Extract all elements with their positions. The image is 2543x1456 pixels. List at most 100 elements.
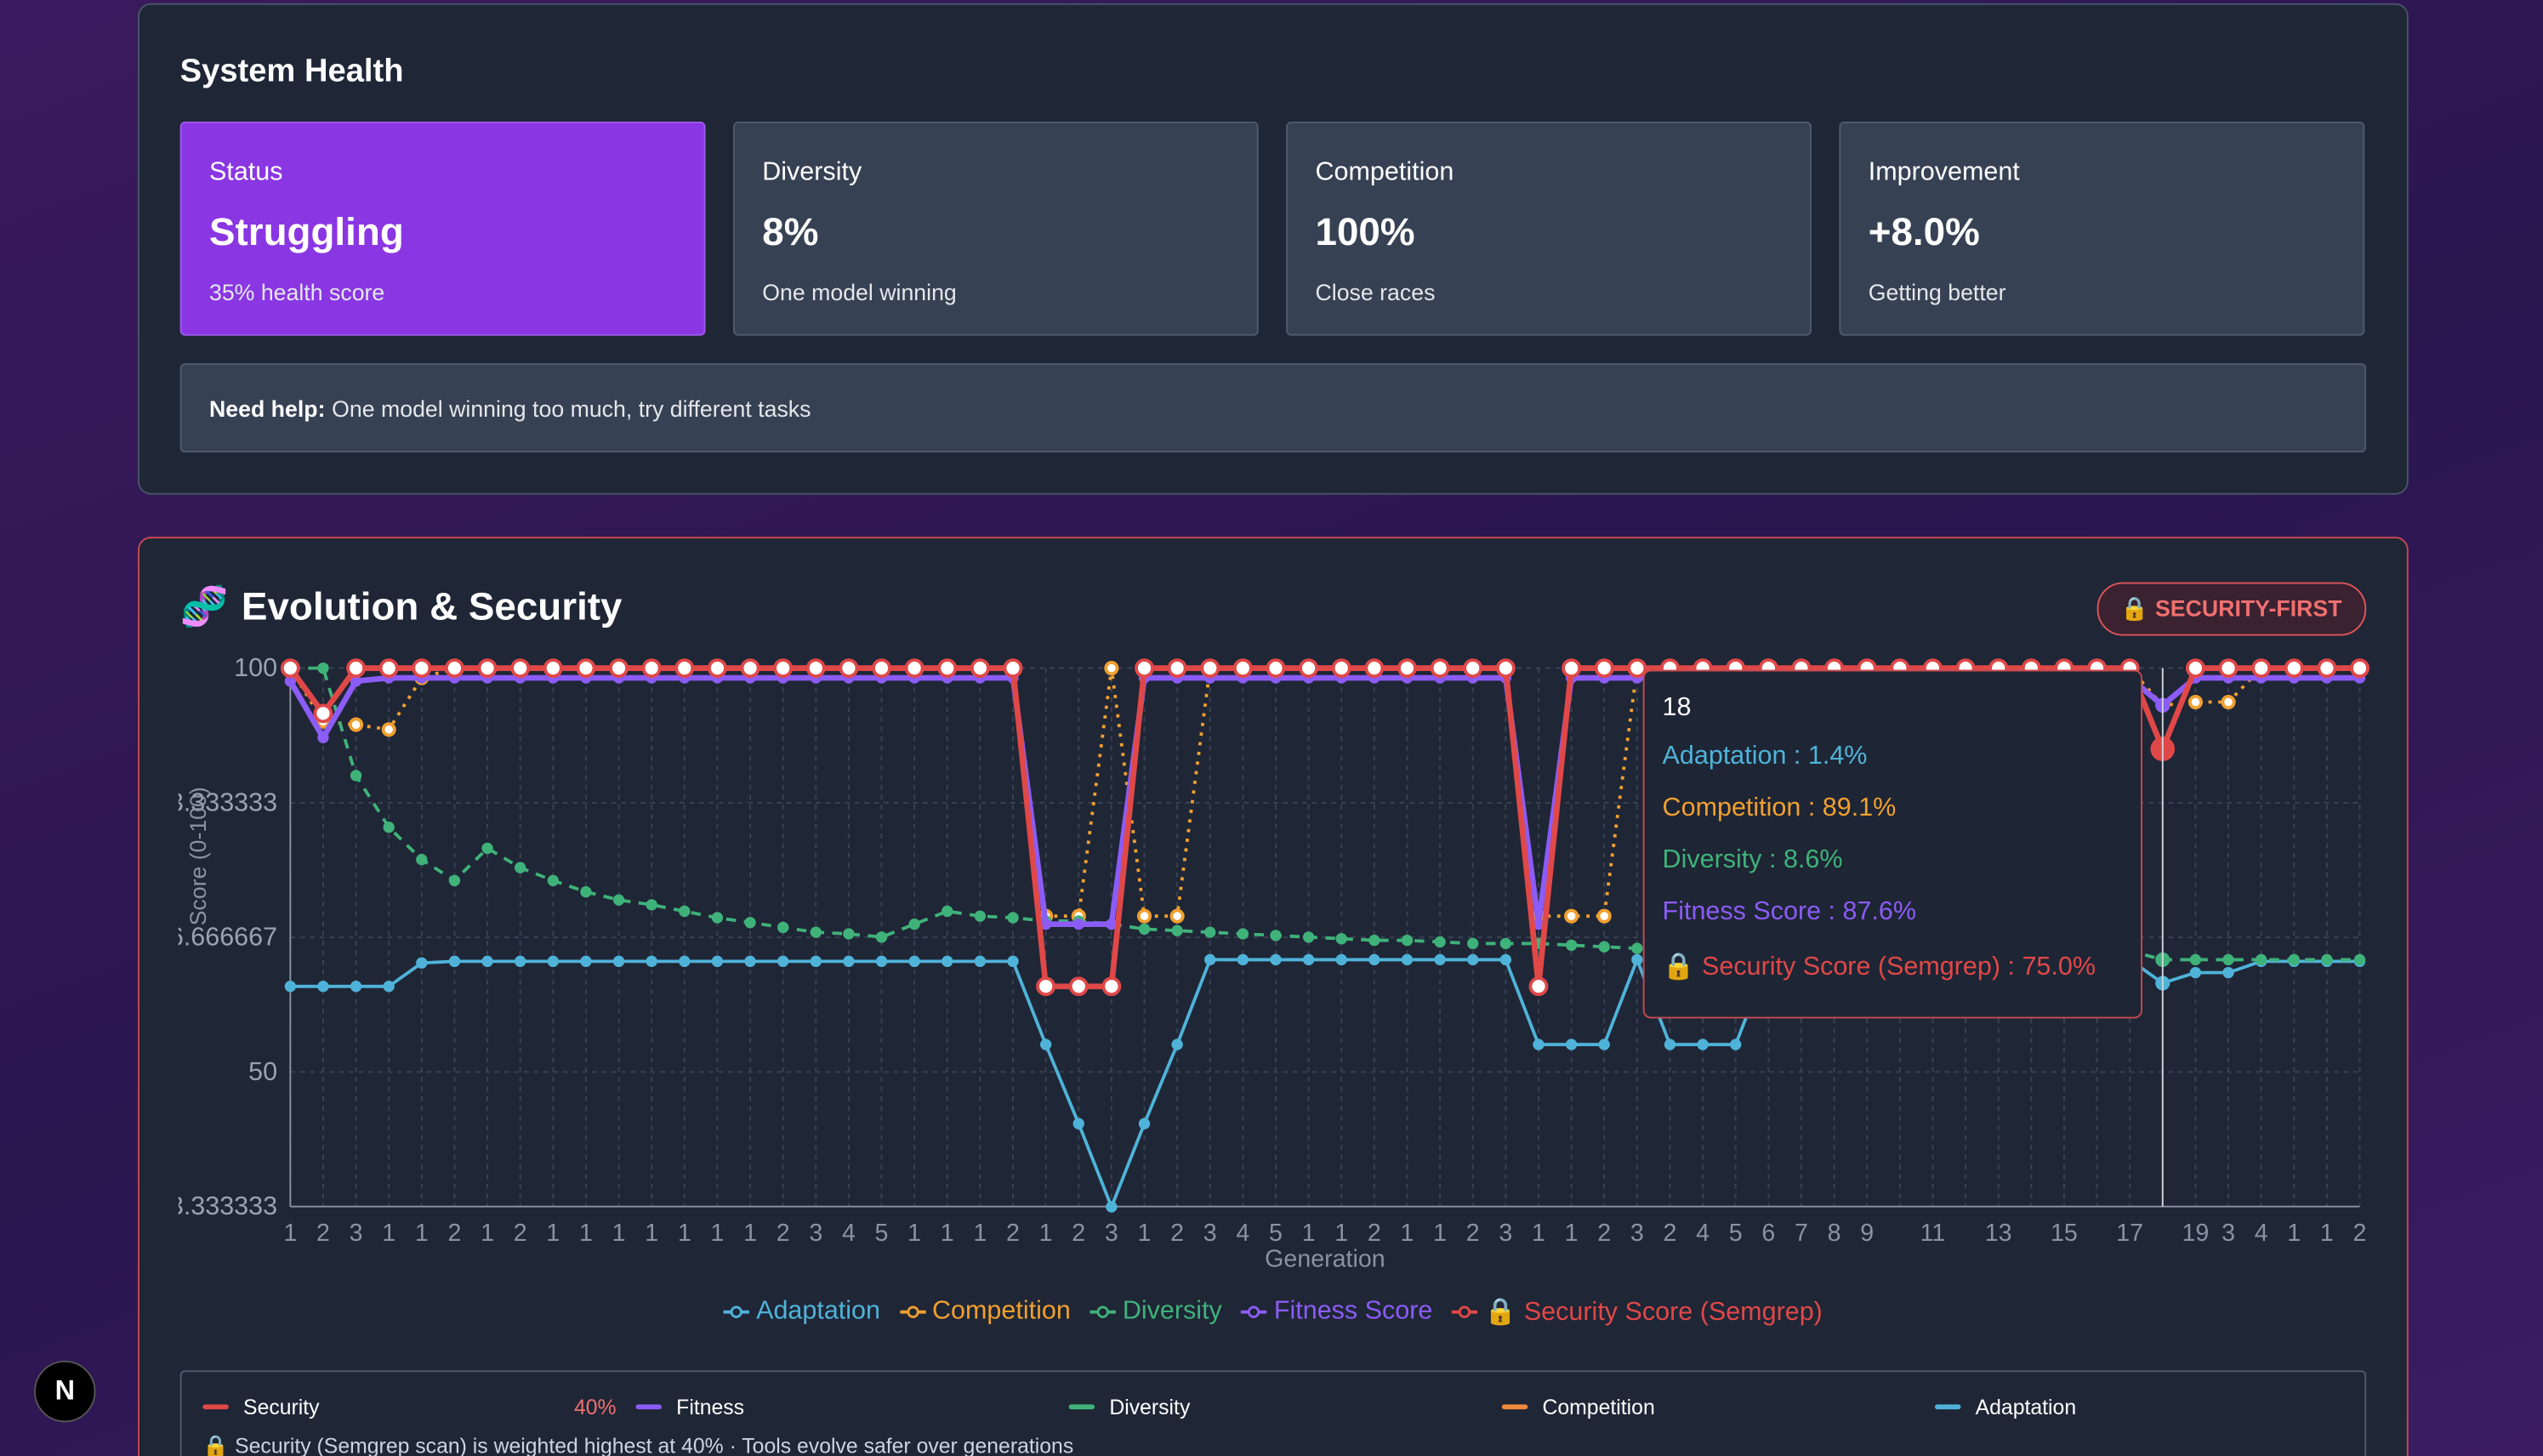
x-tick-label: 11 bbox=[1920, 1220, 1946, 1247]
data-point bbox=[810, 955, 822, 968]
x-tick-label: 1 bbox=[1302, 1220, 1316, 1247]
data-point bbox=[1364, 658, 1385, 679]
x-tick-label: 2 bbox=[1466, 1220, 1480, 1247]
legend-label: Diversity bbox=[1122, 1297, 1222, 1325]
data-point bbox=[1565, 939, 1578, 952]
weight-value: 40% bbox=[573, 1394, 617, 1419]
legend-item[interactable]: Adaptation bbox=[723, 1296, 880, 1328]
data-point bbox=[2222, 966, 2234, 979]
data-point bbox=[280, 658, 300, 679]
x-tick-label: 1 bbox=[579, 1220, 593, 1247]
weight-item: Diversity bbox=[1068, 1395, 1482, 1421]
footnote: 🔒 Security (Semgrep scan) is weighted hi… bbox=[202, 1433, 1074, 1456]
data-point bbox=[843, 928, 855, 940]
data-point bbox=[974, 955, 987, 968]
data-point bbox=[1171, 924, 1183, 936]
data-point bbox=[350, 770, 362, 782]
x-tick-label: 1 bbox=[283, 1220, 297, 1247]
data-point bbox=[515, 955, 526, 968]
x-axis-title: Generation bbox=[1265, 1245, 1385, 1272]
x-tick-label: 3 bbox=[1105, 1220, 1118, 1247]
x-tick-label: 3 bbox=[1499, 1220, 1512, 1247]
swatch bbox=[1068, 1404, 1095, 1410]
data-point bbox=[481, 842, 493, 855]
data-point bbox=[2353, 953, 2366, 966]
data-point bbox=[707, 658, 727, 679]
data-point bbox=[350, 981, 362, 992]
legend-label: Competition bbox=[932, 1297, 1071, 1325]
data-point bbox=[284, 675, 297, 687]
data-point bbox=[2317, 658, 2337, 679]
data-point bbox=[510, 658, 531, 679]
legend-item[interactable]: Fitness Score bbox=[1241, 1296, 1432, 1328]
stat-note: Getting better bbox=[1868, 278, 2006, 305]
stat-value: Struggling bbox=[208, 210, 404, 255]
data-point bbox=[904, 658, 924, 679]
data-point bbox=[1664, 1038, 1676, 1050]
data-point bbox=[1594, 658, 1614, 679]
data-point bbox=[1430, 658, 1450, 679]
data-point bbox=[1200, 658, 1220, 679]
legend-icon bbox=[1241, 1305, 1268, 1318]
x-tick-label: 1 bbox=[907, 1220, 921, 1247]
data-point bbox=[547, 955, 559, 968]
data-point bbox=[1237, 953, 1249, 966]
swatch bbox=[1934, 1404, 1961, 1410]
data-point bbox=[1101, 976, 1122, 997]
data-point bbox=[1499, 953, 1512, 966]
stat-value: 100% bbox=[1315, 210, 1415, 255]
data-point bbox=[1434, 953, 1446, 966]
section-title: 🧬 Evolution & Security bbox=[180, 583, 635, 630]
weight-name: Competition bbox=[1542, 1394, 1655, 1419]
x-tick-label: 1 bbox=[645, 1220, 658, 1247]
data-point bbox=[284, 981, 297, 992]
logo[interactable]: N bbox=[34, 1360, 96, 1423]
x-tick-label: 15 bbox=[2051, 1220, 2078, 1247]
data-point bbox=[839, 658, 859, 679]
x-tick-label: 1 bbox=[546, 1220, 560, 1247]
y-axis-title: Score (0-100) bbox=[185, 787, 211, 925]
stat-note: Close races bbox=[1315, 278, 1436, 305]
weight-item: Competition bbox=[1501, 1394, 1915, 1421]
x-tick-label: 1 bbox=[678, 1220, 691, 1247]
data-point bbox=[908, 918, 920, 930]
stat-card: Improvement +8.0% Getting better bbox=[1839, 122, 2365, 336]
data-point bbox=[580, 955, 592, 968]
legend-item[interactable]: 🔒 Security Score (Semgrep) bbox=[1452, 1296, 1823, 1328]
x-tick-label: 1 bbox=[1532, 1220, 1545, 1247]
x-tick-label: 3 bbox=[1203, 1220, 1217, 1247]
data-point bbox=[1562, 658, 1582, 679]
x-tick-label: 2 bbox=[1006, 1220, 1020, 1247]
stat-card: Competition 100% Close races bbox=[1286, 122, 1812, 336]
data-point bbox=[777, 921, 789, 934]
data-point bbox=[1499, 937, 1512, 950]
data-point bbox=[580, 886, 592, 898]
data-point bbox=[2321, 953, 2333, 966]
help-text: One model winning too much, try differen… bbox=[332, 395, 811, 422]
legend-item[interactable]: Competition bbox=[899, 1296, 1071, 1328]
x-tick-label: 19 bbox=[2182, 1220, 2210, 1247]
data-point bbox=[2189, 953, 2202, 966]
data-point bbox=[1401, 934, 1414, 947]
x-tick-label: 2 bbox=[1664, 1220, 1677, 1247]
data-point bbox=[1204, 926, 1216, 938]
data-point bbox=[350, 675, 362, 687]
legend-item[interactable]: Diversity bbox=[1089, 1296, 1222, 1328]
data-point bbox=[1434, 936, 1446, 948]
badge: 🔒 SECURITY-FIRST bbox=[2096, 582, 2367, 636]
data-point bbox=[773, 658, 794, 679]
legend-icon bbox=[1089, 1305, 1117, 1318]
data-point bbox=[2251, 658, 2272, 679]
legend-icon-dot bbox=[1248, 1305, 1261, 1318]
data-point bbox=[1302, 931, 1315, 943]
data-point bbox=[1299, 658, 1319, 679]
data-point bbox=[1169, 908, 1185, 924]
x-tick-label: 7 bbox=[1795, 1220, 1808, 1247]
weight-item: Fitness bbox=[635, 1395, 1050, 1421]
data-point bbox=[1596, 908, 1612, 924]
x-tick-label: 2 bbox=[2353, 1220, 2367, 1247]
x-tick-label: 5 bbox=[1269, 1220, 1283, 1247]
